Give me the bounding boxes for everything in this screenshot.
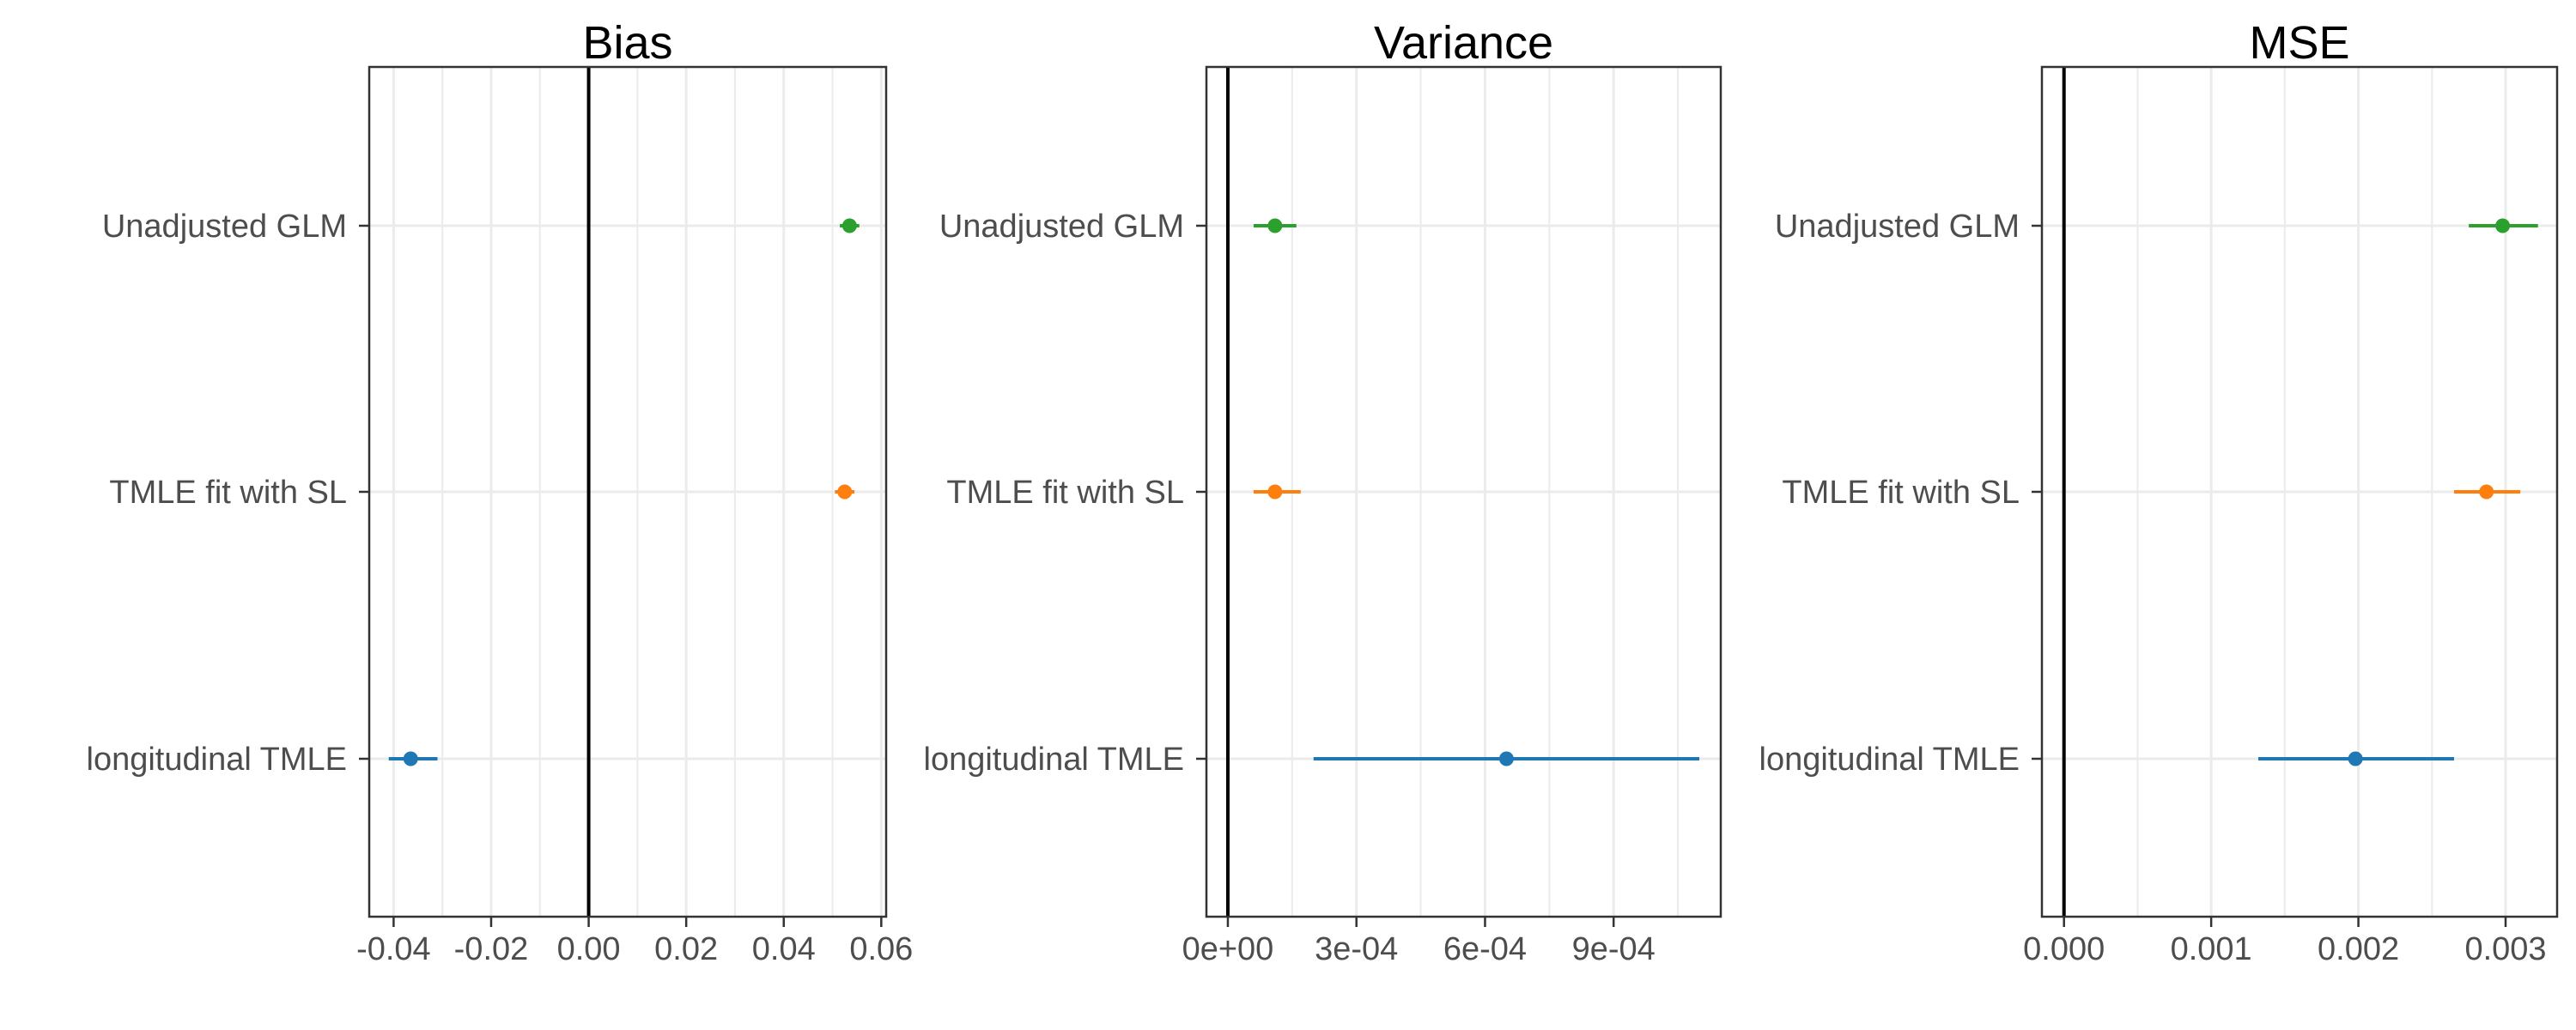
category-label: longitudinal TMLE — [924, 742, 1184, 778]
category-label: Unadjusted GLM — [939, 209, 1184, 245]
x-tick-label: 3e-04 — [1315, 931, 1398, 967]
x-tick-label: 0.00 — [557, 931, 621, 967]
x-tick-label: 0.04 — [752, 931, 816, 967]
x-tick-label: 0.02 — [654, 931, 718, 967]
x-tick-label: -0.04 — [356, 931, 431, 967]
estimate-point — [403, 751, 418, 766]
estimate-point — [2348, 751, 2363, 766]
x-tick-label: -0.02 — [454, 931, 529, 967]
x-tick-label: 0.002 — [2318, 931, 2399, 967]
estimate-point — [841, 218, 857, 233]
panel-mse: 0.000 0.001 0.002 0.003 Unadjusted GLM TMLE f… — [1759, 17, 2559, 967]
x-tick-label: 0.001 — [2171, 931, 2252, 967]
x-tick-label: 6e-04 — [1443, 931, 1527, 967]
estimate-point — [1498, 751, 1514, 766]
category-label: TMLE fit with SL — [946, 475, 1184, 511]
panel-title: Bias — [582, 17, 672, 69]
category-label: Unadjusted GLM — [102, 209, 347, 245]
estimate-point — [837, 484, 853, 500]
category-label: longitudinal TMLE — [87, 742, 347, 778]
panel-title: MSE — [2249, 17, 2349, 69]
estimate-point — [1267, 218, 1283, 233]
x-tick-label: 0.06 — [849, 931, 913, 967]
x-tick-label: 9e-04 — [1572, 931, 1656, 967]
x-tick-label: 0e+00 — [1182, 931, 1274, 967]
panel-title: Variance — [1374, 17, 1553, 69]
category-label: Unadjusted GLM — [1775, 209, 2020, 245]
estimate-point — [2495, 218, 2511, 233]
category-label: TMLE fit with SL — [1782, 475, 2020, 511]
panel-bias: -0.04 -0.02 0.00 0.02 0.04 0.06 Unadjusted GLM… — [87, 17, 914, 967]
estimate-point — [2479, 484, 2494, 500]
x-tick-label: 0.003 — [2464, 931, 2546, 967]
category-label: TMLE fit with SL — [109, 475, 347, 511]
category-label: longitudinal TMLE — [1759, 742, 2020, 778]
x-tick-label: 0.000 — [2023, 931, 2105, 967]
panel-variance: 0e+00 3e-04 6e-04 9e-04 Unadjusted GLM TMLE f… — [924, 17, 1722, 967]
estimate-point — [1267, 484, 1283, 500]
